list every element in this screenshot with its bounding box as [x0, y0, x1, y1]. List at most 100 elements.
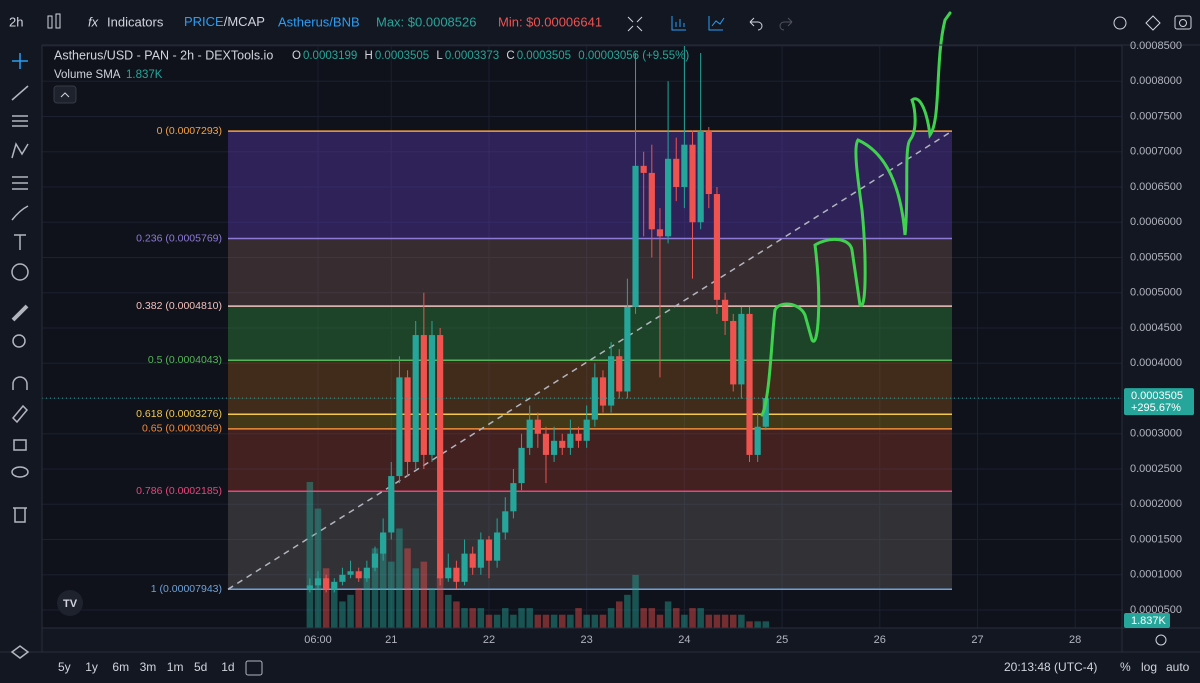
candle-body [738, 313, 745, 385]
last-price-label: 0.0003505 [1131, 390, 1183, 402]
delete-tool[interactable] [13, 507, 27, 523]
volume-bar [567, 614, 574, 628]
left-toolbar [10, 53, 30, 659]
range-button[interactable]: 1d [221, 660, 234, 674]
range-button[interactable]: 5d [194, 660, 207, 674]
tradingview-logo[interactable] [57, 590, 83, 616]
candle-body [624, 306, 631, 392]
line-icon[interactable] [708, 16, 725, 31]
undo-icon[interactable] [749, 17, 763, 31]
range-button[interactable]: 5y [58, 660, 71, 674]
price-option[interactable]: PRICE [184, 14, 224, 29]
pattern-tool[interactable] [11, 142, 29, 159]
auto-toggle[interactable]: auto [1166, 660, 1190, 674]
visibility-tool[interactable] [11, 466, 29, 478]
interval-button[interactable]: 2h [9, 14, 23, 29]
price-mcap-toggle[interactable]: PRICE/MCAP [184, 14, 265, 29]
collapse-button[interactable] [53, 85, 77, 104]
fib-band [228, 306, 952, 361]
volume-bar [363, 574, 371, 628]
candle-body [485, 539, 493, 561]
range-button[interactable]: 3m [140, 660, 157, 674]
zoom-tool[interactable] [12, 334, 26, 348]
percent-toggle[interactable]: % [1120, 660, 1131, 674]
y-tick-label: 0.0004500 [1130, 322, 1182, 334]
candle-body [730, 320, 737, 385]
range-button[interactable]: 6m [112, 660, 129, 674]
candle-body [518, 447, 525, 484]
candle-body [534, 419, 541, 434]
volume-bar [339, 601, 346, 628]
volume-bar [705, 614, 713, 628]
x-tick-label: 27 [971, 634, 983, 646]
text-tool[interactable] [14, 234, 26, 250]
projection-tool[interactable] [12, 176, 28, 190]
fib-label: 0.786 (0.0002185) [136, 485, 222, 497]
range-button[interactable]: 1y [85, 660, 98, 674]
volume-bar [477, 608, 485, 628]
candle-body [608, 356, 615, 406]
h-value: 0.0003505 [375, 50, 429, 62]
range-button[interactable]: 1m [167, 660, 184, 674]
volume-sma-name: Volume SMA [54, 69, 121, 81]
gear-icon[interactable] [1145, 15, 1161, 31]
candles-icon[interactable] [47, 13, 61, 29]
volume-bar [681, 614, 688, 628]
fib-tool[interactable] [12, 115, 28, 127]
candle-body [713, 194, 721, 300]
candle-body [656, 229, 664, 237]
candle-body [526, 419, 533, 448]
indicators-button[interactable]: Indicators [107, 14, 164, 29]
bars-icon[interactable] [671, 16, 686, 31]
mcap-option[interactable]: /MCAP [224, 14, 265, 29]
emoji-tool[interactable] [11, 263, 29, 281]
log-toggle[interactable]: log [1141, 660, 1157, 674]
toolbar-icons [627, 15, 1192, 32]
x-tick-label: 23 [581, 634, 593, 646]
candle-body [721, 299, 729, 321]
crosshair-tool[interactable] [12, 53, 28, 69]
axis-settings[interactable] [1155, 634, 1167, 646]
volume-bar [412, 568, 419, 628]
trend-line-tool[interactable] [11, 85, 29, 101]
camera-icon[interactable] [1174, 15, 1192, 30]
x-tick-label: 28 [1069, 634, 1081, 646]
fullscreen-icon[interactable] [627, 16, 643, 32]
volume-bar [379, 535, 387, 628]
candle-body [583, 419, 590, 441]
redo-icon[interactable] [779, 17, 793, 31]
magnet-tool[interactable] [12, 376, 28, 390]
c-value: 0.0003505 [517, 50, 571, 62]
y-tick-label: 0.0007000 [1130, 146, 1182, 158]
layers-icon[interactable] [10, 645, 30, 659]
fib-band [228, 131, 952, 239]
c-key: C [506, 50, 514, 62]
lock-draw-tool[interactable] [11, 404, 29, 424]
settings-icon[interactable] [1113, 16, 1127, 30]
volume-bar [371, 548, 379, 628]
volume-bar [314, 508, 322, 628]
collapse-icon [60, 92, 70, 98]
lock-tool[interactable] [13, 439, 27, 451]
volume-bar [461, 608, 468, 628]
x-tick-label: 26 [874, 634, 886, 646]
volume-sma-value: 1.837K [126, 69, 163, 81]
volume-bar [729, 614, 737, 628]
pair-button[interactable]: Astherus/BNB [278, 14, 360, 29]
candle-body [437, 335, 444, 579]
hand-drawn-line [760, 11, 952, 417]
volume-bar [347, 594, 354, 628]
h-key: H [365, 50, 373, 62]
volume-bar [534, 614, 542, 628]
min-price: Min: $0.00006641 [498, 14, 602, 29]
candle-body [494, 532, 501, 561]
date-range-icon[interactable] [245, 660, 263, 676]
volume-bar [632, 574, 639, 628]
x-tick-label: 25 [776, 634, 788, 646]
ruler-tool[interactable] [11, 304, 29, 322]
fx-icon: fx [88, 14, 99, 29]
volume-bar [306, 482, 314, 628]
candle-body [762, 398, 769, 427]
brush-tool[interactable] [11, 205, 29, 221]
